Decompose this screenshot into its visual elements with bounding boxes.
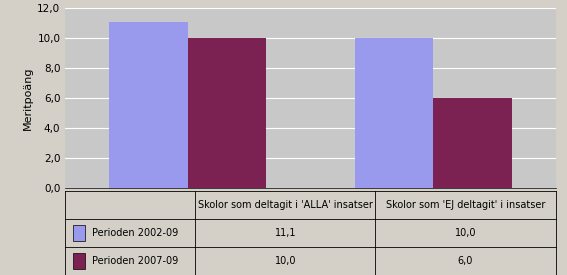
Text: 6,0: 6,0 [458, 256, 473, 266]
Bar [433, 98, 511, 188]
Text: Perioden 2007-09: Perioden 2007-09 [92, 256, 179, 266]
Text: Skolor som deltagit i 'ALLA' insatser: Skolor som deltagit i 'ALLA' insatser [198, 200, 373, 210]
Text: 11,1: 11,1 [274, 228, 296, 238]
Text: Skolor som 'EJ deltagit' i insatser: Skolor som 'EJ deltagit' i insatser [386, 200, 545, 210]
Text: 10,0: 10,0 [274, 256, 296, 266]
Text: Perioden 2002-09: Perioden 2002-09 [92, 228, 179, 238]
Bar [354, 38, 433, 188]
Bar [109, 22, 188, 188]
Bar [73, 226, 85, 241]
Text: 10,0: 10,0 [455, 228, 476, 238]
Bar [73, 253, 85, 269]
Bar [188, 38, 266, 188]
Y-axis label: Meritpoäng: Meritpoäng [23, 67, 33, 130]
